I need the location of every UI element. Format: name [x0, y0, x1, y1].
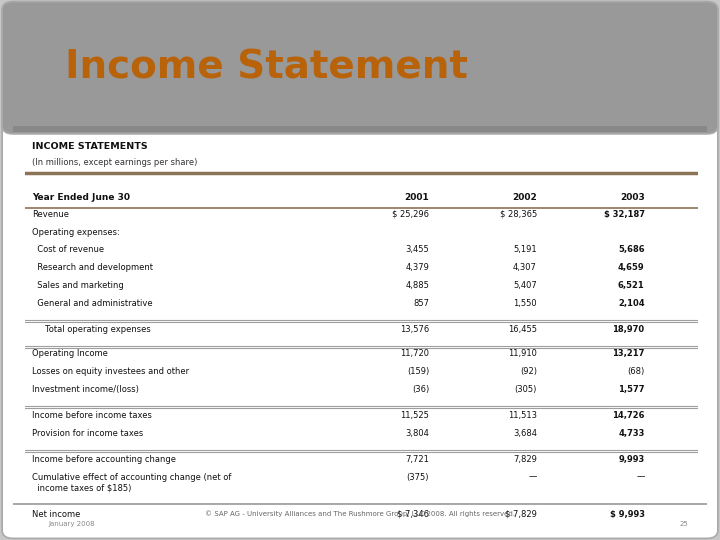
Text: 4,379: 4,379: [405, 263, 429, 272]
Text: Income Statement: Income Statement: [65, 49, 468, 87]
Text: (92): (92): [520, 367, 537, 376]
Text: 11,720: 11,720: [400, 349, 429, 358]
Text: (36): (36): [412, 384, 429, 394]
Text: 4,733: 4,733: [618, 429, 644, 437]
Text: (305): (305): [515, 384, 537, 394]
Text: (375): (375): [407, 472, 429, 482]
Text: January 2008: January 2008: [49, 521, 95, 527]
Text: 25: 25: [680, 521, 688, 527]
Text: $ 7,829: $ 7,829: [505, 510, 537, 519]
Text: 1,577: 1,577: [618, 384, 644, 394]
Text: $ 25,296: $ 25,296: [392, 210, 429, 219]
Text: Income before accounting change: Income before accounting change: [32, 455, 176, 464]
Text: 1,550: 1,550: [513, 299, 537, 308]
Text: Income before income taxes: Income before income taxes: [32, 411, 152, 420]
Text: 5,191: 5,191: [513, 246, 537, 254]
Text: 13,576: 13,576: [400, 325, 429, 334]
Text: 11,910: 11,910: [508, 349, 537, 358]
Text: —: —: [528, 472, 537, 482]
Text: Revenue: Revenue: [32, 210, 69, 219]
Text: 3,455: 3,455: [405, 246, 429, 254]
Text: 3,804: 3,804: [405, 429, 429, 437]
Text: 857: 857: [413, 299, 429, 308]
Text: 5,686: 5,686: [618, 246, 644, 254]
Text: 6,521: 6,521: [618, 281, 644, 290]
Text: Operating Income: Operating Income: [32, 349, 108, 358]
Text: Year Ended June 30: Year Ended June 30: [32, 193, 130, 202]
Text: 4,885: 4,885: [405, 281, 429, 290]
Text: 4,307: 4,307: [513, 263, 537, 272]
Text: (In millions, except earnings per share): (In millions, except earnings per share): [32, 158, 197, 167]
Text: 4,659: 4,659: [618, 263, 644, 272]
Text: INCOME STATEMENTS: INCOME STATEMENTS: [32, 141, 148, 151]
Text: Investment income/(loss): Investment income/(loss): [32, 384, 139, 394]
Text: 7,829: 7,829: [513, 455, 537, 464]
Text: 16,455: 16,455: [508, 325, 537, 334]
Text: 2,104: 2,104: [618, 299, 644, 308]
Text: General and administrative: General and administrative: [32, 299, 153, 308]
Text: 14,726: 14,726: [612, 411, 644, 420]
Text: 2001: 2001: [405, 193, 429, 202]
Text: Net income: Net income: [32, 510, 81, 519]
Text: —: —: [636, 472, 644, 482]
Text: Cost of revenue: Cost of revenue: [32, 246, 104, 254]
Text: 9,993: 9,993: [618, 455, 644, 464]
Text: Provision for income taxes: Provision for income taxes: [32, 429, 143, 437]
Text: $ 7,346: $ 7,346: [397, 510, 429, 519]
Text: 13,217: 13,217: [612, 349, 644, 358]
Text: (68): (68): [627, 367, 644, 376]
Text: (159): (159): [407, 367, 429, 376]
Text: Operating expenses:: Operating expenses:: [32, 228, 120, 237]
Text: $ 32,187: $ 32,187: [603, 210, 644, 219]
Text: $ 9,993: $ 9,993: [610, 510, 644, 519]
Text: Total operating expenses: Total operating expenses: [32, 325, 150, 334]
Text: © SAP AG - University Alliances and The Rushmore Group, LLC 2008. All rights res: © SAP AG - University Alliances and The …: [205, 511, 515, 517]
Text: 2002: 2002: [512, 193, 537, 202]
Text: 5,407: 5,407: [513, 281, 537, 290]
Text: 7,721: 7,721: [405, 455, 429, 464]
Text: Losses on equity investees and other: Losses on equity investees and other: [32, 367, 189, 376]
Text: $ 28,365: $ 28,365: [500, 210, 537, 219]
Text: Cumulative effect of accounting change (net of
  income taxes of $185): Cumulative effect of accounting change (…: [32, 472, 231, 492]
Text: 18,970: 18,970: [613, 325, 644, 334]
Text: Sales and marketing: Sales and marketing: [32, 281, 124, 290]
Text: 11,525: 11,525: [400, 411, 429, 420]
Text: 2003: 2003: [620, 193, 644, 202]
Text: 3,684: 3,684: [513, 429, 537, 437]
Text: 11,513: 11,513: [508, 411, 537, 420]
Text: Research and development: Research and development: [32, 263, 153, 272]
